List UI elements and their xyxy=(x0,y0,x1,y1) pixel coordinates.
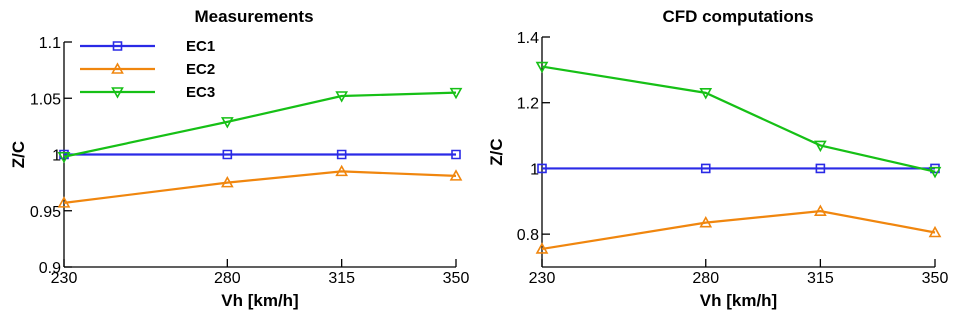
y-tick-label: 0.8 xyxy=(517,227,539,244)
data-point xyxy=(537,163,547,174)
series-1 xyxy=(59,149,461,160)
data-point xyxy=(335,164,349,177)
data-point xyxy=(535,242,549,254)
series-3 xyxy=(57,87,463,164)
x-tick-label: 350 xyxy=(443,270,470,287)
data-point xyxy=(449,87,463,100)
y-tick-label: 1.05 xyxy=(30,91,61,108)
data-point xyxy=(699,215,713,228)
data-point xyxy=(57,151,71,164)
data-point xyxy=(700,163,711,174)
chart-panel-2: CFD computations 0.8 1 1.2 1.4 230 280 315 350 Vh… xyxy=(487,7,948,310)
series-2 xyxy=(535,204,942,254)
legend: EC1 EC2 EC3 xyxy=(80,38,215,101)
y-tick-label: 1.1 xyxy=(39,35,61,52)
series-line xyxy=(63,170,457,204)
data-point xyxy=(220,175,234,188)
data-point xyxy=(220,117,234,129)
legend-marker xyxy=(111,62,124,74)
series-line xyxy=(63,91,457,158)
x-tick-label: 280 xyxy=(214,270,241,287)
y-axis-label: Z/C xyxy=(9,141,28,168)
x-tick-label: 230 xyxy=(51,270,78,287)
chart-panel-1: Measurements 0.9 0.95 1 1.05 1.1 230 280 315 350 V… xyxy=(9,7,469,310)
series-line xyxy=(541,65,936,173)
legend-marker xyxy=(111,87,124,99)
x-tick-label: 315 xyxy=(328,270,355,287)
x-axis-label: Vh [km/h] xyxy=(221,291,298,310)
series-line xyxy=(541,210,936,251)
series-1 xyxy=(537,163,940,174)
chart-title: Measurements xyxy=(194,7,313,26)
data-point xyxy=(449,169,463,181)
data-point xyxy=(451,149,461,160)
y-tick-label: 1 xyxy=(52,148,61,165)
x-tick-label: 315 xyxy=(807,270,834,287)
y-axis-label: Z/C xyxy=(487,138,506,165)
data-point xyxy=(535,61,549,74)
series-3 xyxy=(535,61,942,179)
y-tick-label: 1.4 xyxy=(517,30,539,47)
x-tick-label: 350 xyxy=(922,270,949,287)
y-tick-label: 1.2 xyxy=(517,96,539,113)
data-point xyxy=(815,163,826,174)
x-tick-label: 230 xyxy=(529,270,556,287)
data-point xyxy=(928,225,942,238)
y-tick-label: 0.95 xyxy=(30,204,61,221)
x-tick-label: 280 xyxy=(692,270,719,287)
y-tick-label: 0.9 xyxy=(39,260,61,277)
legend-label: EC3 xyxy=(186,84,215,101)
data-point xyxy=(814,140,827,153)
data-point xyxy=(57,196,71,208)
chart-title: CFD computations xyxy=(662,7,813,26)
legend-label: EC2 xyxy=(186,61,215,78)
data-point xyxy=(814,204,827,216)
data-point xyxy=(222,149,233,160)
data-point xyxy=(336,149,347,160)
data-point xyxy=(928,166,942,179)
legend-marker xyxy=(112,41,123,51)
x-axis-label: Vh [km/h] xyxy=(700,291,777,310)
data-point xyxy=(335,91,349,103)
series-2 xyxy=(57,164,463,208)
y-tick-label: 1 xyxy=(530,161,539,178)
data-point xyxy=(699,88,713,100)
legend-label: EC1 xyxy=(186,38,215,55)
